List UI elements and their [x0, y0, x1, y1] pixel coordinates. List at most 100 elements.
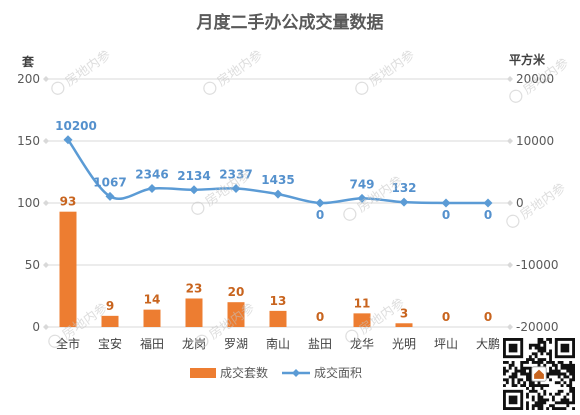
qr-finder-core: [508, 343, 518, 353]
bar-value-label: 93: [60, 195, 77, 209]
bar: [269, 310, 287, 327]
bar: [395, 323, 413, 327]
watermark: 房地内参: [203, 47, 266, 95]
category-label: 宝安: [98, 336, 122, 351]
right-tick-label: 10000: [516, 134, 554, 148]
legend-label-bar: 成交套数: [220, 365, 268, 380]
line-value-label: 0: [316, 208, 324, 222]
category-label: 罗湖: [224, 336, 248, 351]
line-value-label: 2346: [135, 167, 168, 181]
bar-value-label: 0: [316, 310, 324, 324]
qr-finder-core: [560, 343, 570, 353]
line-point: [441, 198, 451, 208]
gridline-end-marker: [507, 138, 513, 144]
bar: [59, 211, 77, 327]
watermark-logo-icon: [506, 214, 520, 228]
watermark-logo-icon: [345, 329, 359, 343]
line-point: [483, 198, 493, 208]
bar-value-label: 3: [400, 306, 408, 320]
watermark: 房地内参: [51, 47, 114, 95]
bar-series: 93 9 14 23 20 13 0 11 3 0 0: [59, 195, 492, 327]
watermark-text: 房地内参: [517, 180, 569, 223]
line-value-label: 0: [442, 208, 450, 222]
bar: [353, 313, 371, 327]
qr-logo-house-icon: [534, 369, 544, 379]
line-value-label: 0: [484, 208, 492, 222]
bar-value-label: 13: [270, 294, 287, 308]
line-point: [147, 183, 157, 193]
gridline-end-marker: [43, 324, 49, 330]
watermark-logo-icon: [509, 89, 523, 103]
line-series: 10200 1067 2346 2134 2337 1435 0 749 132 0 0: [55, 119, 493, 222]
right-axis-title: 平方米: [509, 52, 546, 67]
left-tick-label: 200: [17, 72, 40, 86]
category-axis: 全市 宝安 福田 龙岗 罗湖 南山 盐田 龙华 光明 坪山 大鹏: [56, 336, 500, 351]
legend: 成交套数 成交面积: [190, 365, 362, 380]
category-label: 福田: [140, 336, 164, 351]
right-tick-label: -10000: [516, 258, 559, 272]
category-label: 南山: [266, 336, 290, 351]
watermark-logo-icon: [355, 81, 369, 95]
category-label: 光明: [392, 337, 416, 351]
right-tick-label: 20000: [516, 72, 554, 86]
qr-finder-core: [508, 395, 518, 405]
legend-label-line: 成交面积: [314, 365, 362, 380]
bar-value-label: 0: [442, 310, 450, 324]
bar-value-label: 20: [228, 285, 245, 299]
line-value-label: 132: [391, 181, 416, 195]
line-value-label: 2337: [219, 168, 252, 182]
bar-value-label: 0: [484, 310, 492, 324]
left-axis-title: 套: [21, 54, 35, 69]
watermark: 房地内参: [506, 180, 569, 228]
bar-value-label: 14: [144, 293, 161, 307]
bar: [143, 309, 161, 327]
category-label: 龙岗: [182, 337, 206, 351]
watermark-logo-icon: [195, 334, 209, 348]
line-value-label: 1435: [261, 173, 294, 187]
line-point: [105, 191, 115, 201]
bar: [101, 315, 119, 327]
line-point: [315, 198, 325, 208]
left-tick-label: 150: [17, 134, 40, 148]
bar: [227, 302, 245, 327]
line-value-label: 749: [349, 177, 374, 191]
watermark-text: 房地内参: [214, 47, 266, 90]
left-tick-label: 100: [17, 196, 40, 210]
line-point: [231, 184, 241, 194]
right-tick-label: 0: [516, 196, 524, 210]
gridline-end-marker: [43, 76, 49, 82]
bar-value-label: 23: [186, 281, 203, 295]
legend-diamond-icon: [292, 369, 300, 377]
qr-code: [503, 338, 575, 410]
watermark-text: 房地内参: [366, 47, 418, 90]
category-label: 盐田: [308, 337, 332, 351]
category-label: 大鹏: [476, 337, 500, 351]
bar-value-label: 9: [106, 299, 114, 313]
line-value-label: 1067: [93, 175, 126, 189]
bar: [185, 298, 203, 327]
gridline-end-marker: [43, 262, 49, 268]
line-value-label: 10200: [55, 119, 97, 133]
line-point: [63, 135, 73, 145]
bar-value-label: 11: [354, 296, 371, 310]
category-label: 龙华: [350, 337, 374, 351]
line-point: [399, 197, 409, 207]
watermark: 房地内参: [355, 47, 418, 95]
watermark-text: 房地内参: [62, 47, 114, 90]
watermark-logo-icon: [191, 201, 205, 215]
category-label: 全市: [56, 336, 80, 351]
line-point: [189, 185, 199, 195]
chart-title: 月度二手办公成交量数据: [196, 12, 384, 33]
legend-bar-swatch: [190, 368, 216, 378]
gridline-end-marker: [43, 138, 49, 144]
gridline-end-marker: [507, 76, 513, 82]
qr-modules: [503, 338, 575, 410]
left-tick-label: 50: [25, 258, 40, 272]
gridline-end-marker: [507, 200, 513, 206]
line-point: [357, 193, 367, 203]
category-label: 坪山: [434, 337, 458, 351]
line-point: [273, 189, 283, 199]
